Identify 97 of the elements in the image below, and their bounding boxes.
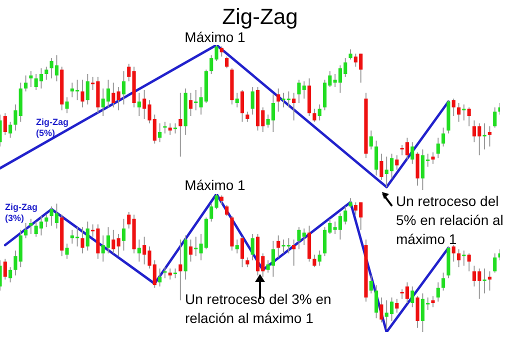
candlestick [395, 154, 399, 170]
candlestick [163, 121, 167, 134]
candlestick [431, 152, 435, 164]
annotation: Máximo 1 [184, 29, 246, 47]
candlestick [250, 234, 254, 261]
candlestick [318, 250, 322, 266]
candlestick [158, 268, 162, 287]
candlestick [276, 234, 280, 258]
candlestick [467, 252, 471, 272]
candlestick [467, 106, 471, 127]
candlestick [246, 111, 250, 122]
annotation: Máximo 1 [184, 176, 246, 195]
candlestick [158, 122, 162, 143]
candlestick [456, 102, 461, 122]
candlestick [225, 204, 229, 217]
candlestick [452, 244, 456, 262]
series-label: Zig-Zag (3%) [5, 202, 38, 224]
candlestick [225, 56, 229, 69]
candlestick [116, 234, 120, 257]
candlestick [173, 268, 178, 279]
annotation: Un retroceso del 5% en relación al máximo 1 [396, 192, 504, 249]
candlestick [188, 92, 193, 117]
candlestick [369, 130, 373, 150]
candlestick [112, 82, 116, 108]
candlestick [178, 92, 182, 158]
candlestick [456, 248, 461, 268]
candlestick [14, 250, 18, 276]
candlestick [3, 258, 7, 280]
candlestick [374, 140, 378, 176]
candlestick [240, 89, 244, 122]
candlestick [348, 48, 352, 60]
candlestick [65, 243, 69, 260]
candlestick [8, 121, 12, 138]
candlestick [482, 122, 486, 150]
candlestick [416, 296, 420, 328]
candlestick [240, 236, 244, 268]
candlestick [250, 86, 254, 116]
candlestick [29, 218, 33, 235]
candlestick [44, 214, 48, 228]
candlestick [86, 221, 90, 252]
candlestick [44, 66, 48, 80]
candlestick [318, 104, 322, 121]
candlestick [8, 266, 12, 283]
candlestick [168, 122, 172, 136]
candlestick [122, 70, 126, 105]
candlestick [442, 127, 446, 147]
candlestick [137, 239, 141, 262]
candlestick [395, 298, 399, 314]
candlestick [86, 74, 90, 105]
candlestick [178, 239, 182, 301]
candlestick [312, 254, 316, 268]
candlestick [410, 142, 414, 164]
candlestick [3, 112, 7, 136]
chart-title: Zig-Zag [221, 4, 299, 30]
candlestick [80, 226, 84, 254]
candlestick [482, 268, 486, 294]
candlestick [188, 239, 193, 262]
candlestick [462, 104, 466, 121]
candlestick [235, 92, 239, 108]
candlestick [436, 137, 440, 159]
candlestick [348, 198, 352, 208]
candlestick [24, 74, 28, 92]
candlestick [374, 284, 378, 319]
candlestick [122, 218, 126, 252]
candlestick [137, 92, 141, 117]
candlestick [493, 252, 497, 274]
candlestick [173, 122, 178, 134]
series-label: Zig-Zag (5%) [36, 117, 70, 139]
candlestick [488, 270, 492, 292]
candlestick [436, 282, 440, 302]
candlestick [369, 274, 373, 294]
candlestick [116, 86, 120, 111]
candlestick [410, 286, 414, 308]
candlestick [80, 79, 84, 108]
candlestick [380, 297, 384, 323]
candlestick [276, 88, 280, 112]
candlestick [442, 272, 446, 292]
candlestick [312, 108, 316, 122]
candlestick [488, 126, 492, 147]
candlestick [220, 194, 224, 206]
candlestick [431, 296, 435, 308]
candlestick [292, 239, 296, 266]
candlestick [452, 98, 456, 117]
candlestick [24, 222, 28, 239]
candlestick [380, 153, 384, 180]
candlestick [493, 106, 497, 128]
candlestick [220, 46, 224, 58]
candlestick [14, 104, 18, 132]
annotation: Un retroceso del 3% en relación al máximo 1 [185, 290, 332, 328]
candlestick [112, 229, 116, 254]
candlestick [168, 268, 172, 280]
candlestick [65, 96, 69, 114]
candlestick [29, 70, 33, 88]
candlestick [235, 239, 239, 254]
candlestick [292, 92, 296, 121]
candlestick [246, 256, 250, 268]
candlestick [462, 250, 466, 266]
